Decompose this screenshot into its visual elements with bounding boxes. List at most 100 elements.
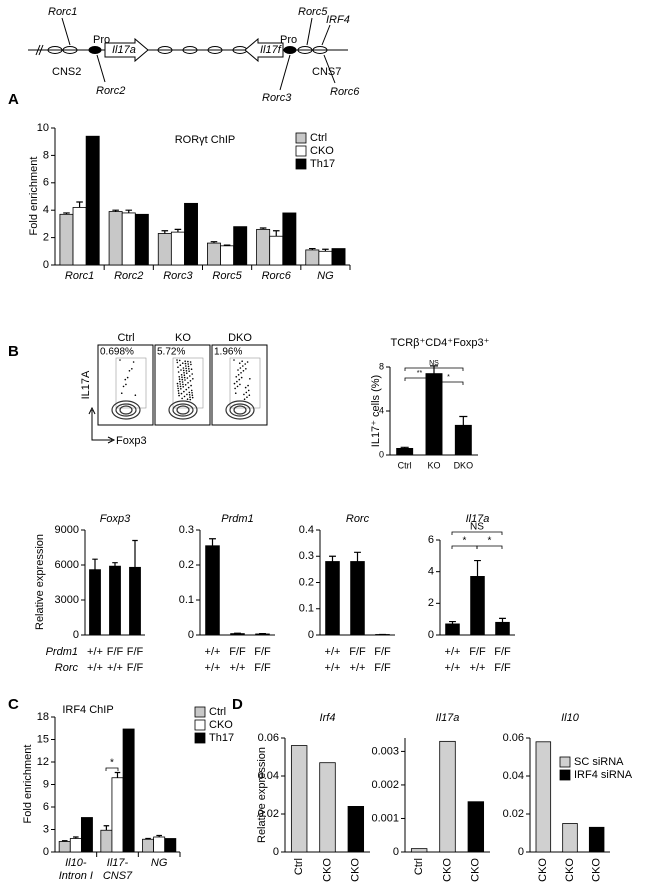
y-tick-label: 0: [273, 846, 279, 858]
chart-title: RORγt ChIP: [175, 134, 236, 146]
flow-event: [242, 370, 245, 372]
flow-event: [243, 398, 246, 401]
bar: [331, 248, 346, 266]
legend-swatch: [559, 769, 571, 781]
x-tick-label: Ctrl: [413, 858, 425, 875]
error-bar: [92, 558, 98, 570]
error-bar: [76, 201, 83, 208]
flow-event: [122, 385, 125, 388]
y-tick-label: 3000: [55, 594, 79, 606]
diagram-label: CNS7: [312, 66, 341, 78]
legend-label: SC siRNA: [574, 756, 624, 768]
bar: [495, 621, 510, 636]
legend-label: Ctrl: [209, 706, 226, 718]
legend-swatch: [295, 132, 307, 144]
flow-event: [177, 390, 180, 392]
y-tick-label: 0.3: [179, 524, 194, 536]
legend-swatch: [295, 145, 307, 157]
flow-contour: [172, 403, 194, 417]
genotype-value: +/+: [445, 646, 461, 658]
y-tick-label: 15: [37, 733, 49, 745]
genotype-value: F/F: [229, 646, 246, 658]
flow-event: [132, 361, 135, 363]
flow-event: [185, 365, 187, 367]
diagram-label: Rorc2: [96, 85, 125, 97]
error-bar: [156, 834, 162, 837]
bar: [153, 836, 166, 853]
genotype-value: F/F: [254, 646, 271, 658]
error-bar: [114, 771, 121, 778]
flow-event: [180, 374, 183, 376]
chart-title: Irf4: [320, 712, 336, 724]
bar: [121, 212, 136, 266]
bar: [588, 826, 605, 853]
bar: [562, 823, 578, 853]
bar: [350, 561, 365, 636]
flow-event: [182, 369, 185, 372]
y-tick-label: 18: [37, 711, 49, 723]
flow-event: [189, 375, 191, 377]
flow-event: [179, 385, 182, 388]
bar: [269, 235, 284, 266]
flow-event: [239, 367, 242, 369]
flow-event: [181, 381, 184, 383]
flow-event: [181, 378, 184, 381]
x-tick-label: Il10-Intron I: [59, 857, 93, 882]
genotype-value: +/+: [230, 662, 246, 674]
flow-event: [191, 392, 193, 394]
y-tick-label: 0.1: [179, 594, 194, 606]
y-tick-label: 0.2: [179, 559, 194, 571]
flow-event: [237, 374, 240, 376]
error-bar: [459, 415, 468, 426]
error-bar: [103, 825, 110, 831]
diagram-label: Rorc3: [262, 92, 292, 104]
flow-event: [185, 367, 187, 370]
y-tick-label: 0.2: [299, 576, 314, 588]
flow-event: [189, 361, 192, 363]
legend-label: Th17: [310, 158, 335, 170]
flow-event: [178, 359, 181, 362]
genotype-value: F/F: [127, 662, 144, 674]
chart-title: Il17a: [436, 712, 460, 724]
flow-event: [178, 378, 181, 381]
flow-event: [187, 360, 189, 363]
x-tick-label: CKO: [441, 858, 453, 882]
y-tick-label: 0: [518, 846, 524, 858]
x-tick-label: CKO: [470, 858, 482, 882]
flow-event: [248, 394, 251, 397]
y-tick-label: 0.002: [371, 779, 399, 791]
bar: [425, 373, 443, 456]
panel-label: A: [8, 91, 19, 108]
bar: [439, 740, 456, 853]
flow-event: [239, 383, 241, 386]
flow-event: [189, 380, 192, 382]
chart-title: Prdm1: [221, 513, 253, 525]
bar: [111, 777, 124, 853]
diagram-label: Pro: [93, 34, 110, 46]
x-tick-label: Ctrl: [293, 858, 305, 875]
legend-swatch: [295, 158, 307, 170]
legend-label: Ctrl: [310, 132, 327, 144]
flow-event: [134, 394, 137, 397]
flow-event: [247, 384, 249, 387]
panel-label: B: [8, 343, 19, 360]
flow-event: [242, 365, 244, 367]
flow-event: [180, 392, 183, 395]
flow-event: [178, 376, 181, 378]
flow-event: [128, 370, 131, 372]
bar: [220, 245, 235, 266]
significance-bracket: [433, 381, 464, 385]
bar: [290, 745, 308, 853]
y-tick-label: 0: [393, 846, 399, 858]
y-tick-label: 6: [43, 177, 49, 189]
flow-event: [241, 360, 243, 363]
flow-event: [183, 390, 185, 393]
flow-event: [179, 380, 181, 383]
bar: [142, 838, 155, 853]
flow-event: [126, 376, 129, 379]
chart-title: Il17a: [466, 513, 490, 525]
flow-event: [177, 387, 179, 390]
legend-swatch: [559, 756, 571, 768]
y-tick-label: 0.02: [258, 808, 279, 820]
flow-event: [245, 391, 248, 394]
